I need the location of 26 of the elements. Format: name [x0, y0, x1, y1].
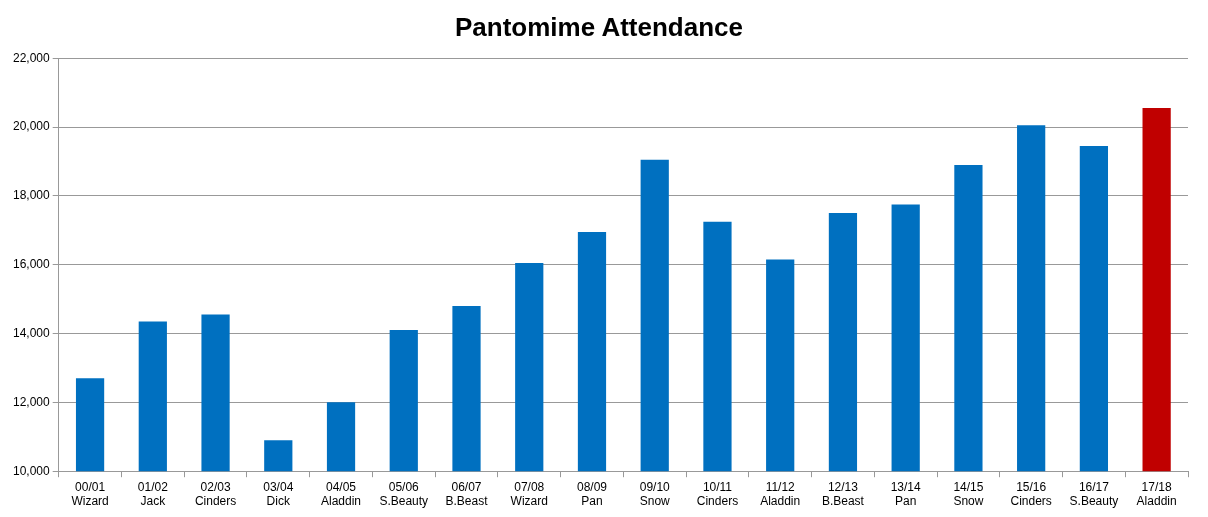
x-tick-label: 13/14 Pan	[890, 479, 922, 509]
x-tick-label: 08/09 Pan	[576, 479, 608, 509]
x-tick-label: 15/16 Cinders	[1010, 479, 1052, 509]
y-tick-label: 16,000	[13, 257, 51, 272]
x-tick-label: 11/12 Aladdin	[760, 479, 801, 509]
x-tick-label: 01/02 Jack	[137, 479, 169, 509]
x-tick-label: 17/18 Aladdin	[1136, 479, 1177, 509]
x-tick-label: 04/05 Aladdin	[321, 479, 362, 509]
x-tick-label: 10/11 Cinders	[696, 479, 739, 509]
x-tick-label: 16/17 S.Beauty	[1069, 479, 1119, 509]
x-tick-label: 07/08 Wizard	[510, 479, 548, 509]
x-tick-label: 02/03 Cinders	[194, 479, 237, 509]
x-tick-label: 12/13 B.Beast	[821, 479, 865, 509]
x-tick-label: 03/04 Dick	[263, 479, 294, 509]
x-tick-label: 00/01 Wizard	[71, 479, 109, 509]
x-tick-label: 09/10 Snow	[639, 479, 671, 509]
y-tick-label: 20,000	[13, 119, 51, 134]
x-tick-label: 05/06 S.Beauty	[379, 479, 429, 509]
y-tick-label: 22,000	[13, 50, 51, 65]
chart-title: Pantomime Attendance	[455, 11, 743, 42]
y-tick-label: 10,000	[13, 463, 51, 478]
x-tick-label: 14/15 Snow	[953, 479, 984, 509]
y-tick-label: 14,000	[13, 325, 51, 340]
y-tick-label: 12,000	[13, 394, 51, 409]
x-tick-label: 06/07 B.Beast	[445, 479, 489, 509]
y-tick-label: 18,000	[13, 188, 51, 203]
